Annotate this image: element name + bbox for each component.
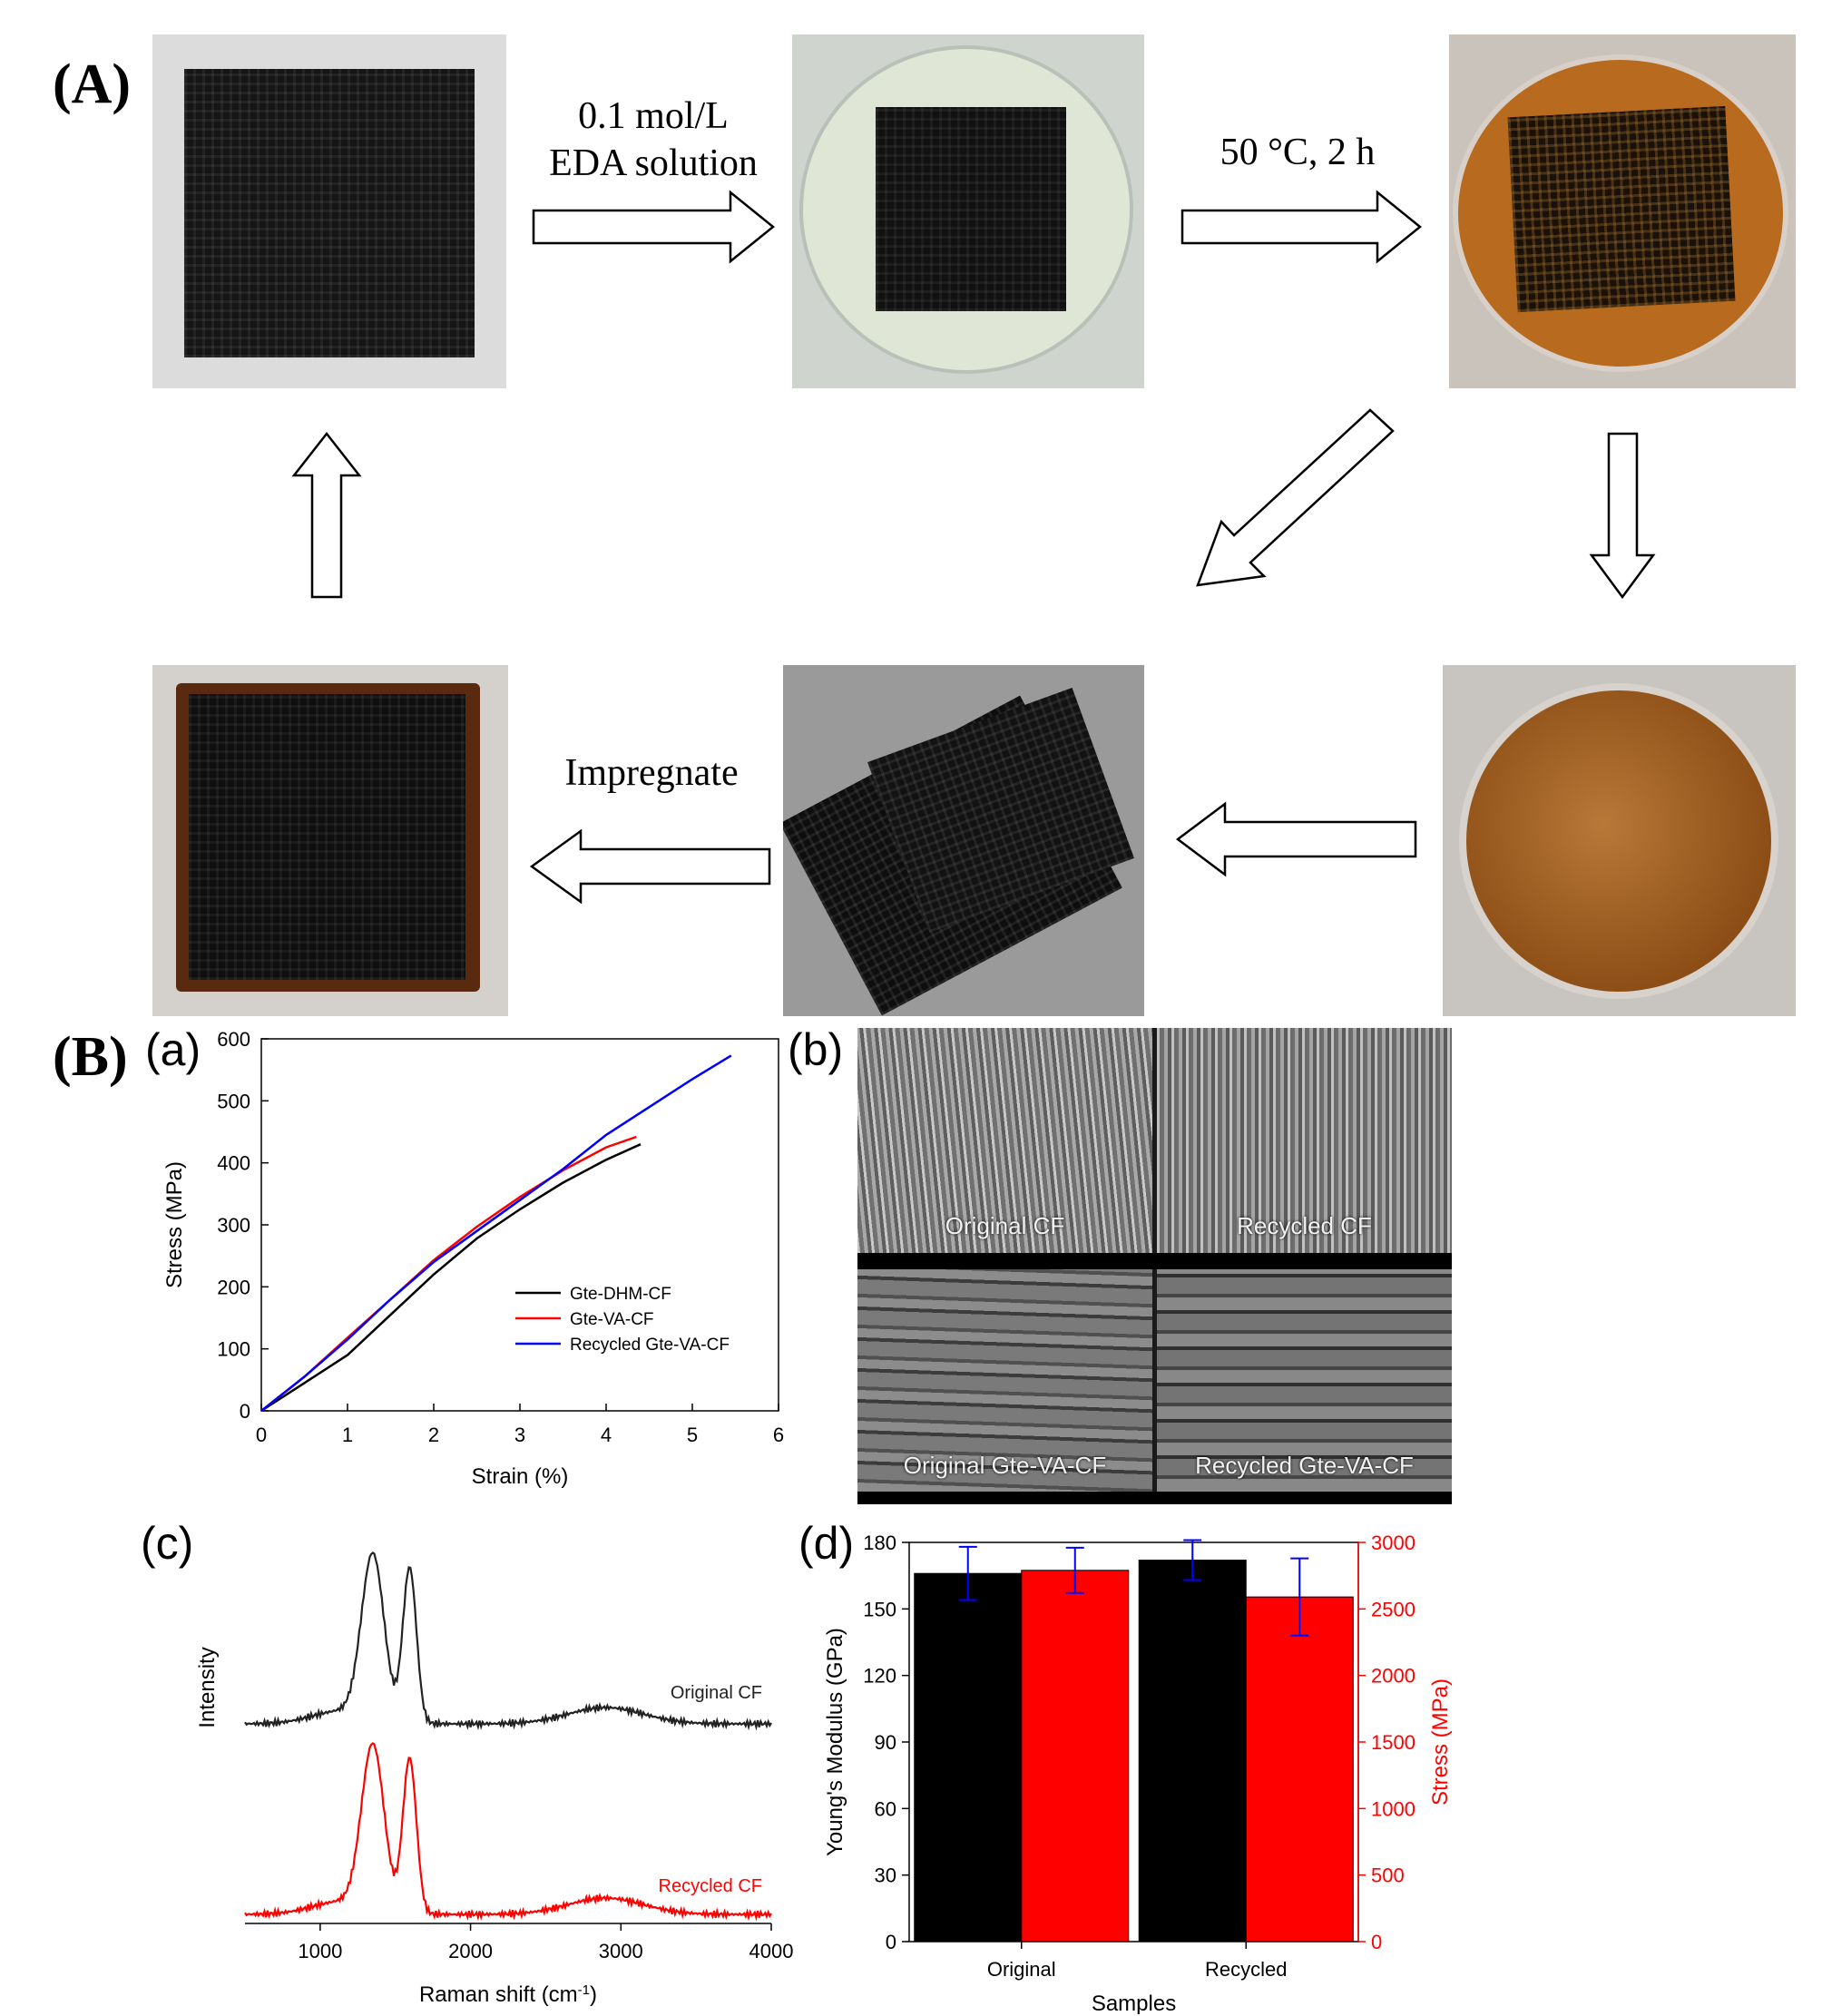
y-right-tick-label: 0 <box>1371 1931 1382 1953</box>
legend-label: Gte-DHM-CF <box>570 1285 671 1304</box>
sem-image-grid <box>857 1028 1452 1504</box>
y-right-axis-label: Stress (MPa) <box>1428 1678 1453 1806</box>
y-left-tick-label: 30 <box>875 1864 896 1887</box>
step-solution-text: 0.1 mol/L EDA solution <box>522 93 785 187</box>
photo-original-fabric <box>152 34 506 388</box>
x-tick-label: Recycled <box>1205 1958 1287 1981</box>
y-tick-label: 300 <box>217 1214 250 1237</box>
y-left-axis-label: Young's Modulus (GPa) <box>823 1628 847 1856</box>
subpanel-b-label: (b) <box>788 1024 844 1075</box>
sem-label-recycled-gte-va-cf: Recycled Gte-VA-CF <box>1195 1452 1414 1479</box>
sem-original-gte-va-cf <box>857 1269 1152 1492</box>
arrow-diagonal-icon <box>1196 408 1395 587</box>
photo-recovered-fibers <box>783 665 1144 1016</box>
x-tick-label: Original <box>987 1958 1056 1981</box>
x-axis-label: Strain (%) <box>472 1464 569 1489</box>
x-tick-label: 1 <box>342 1424 353 1446</box>
y-tick-label: 200 <box>217 1276 250 1298</box>
chart-stress-strain: 0 1 2 3 4 5 6 0 100 200 300 400 500 600 Strain (%) Stre… <box>162 1028 784 1489</box>
plot-frame <box>260 1038 779 1412</box>
photo-dish-eda <box>792 34 1144 388</box>
bar-modulus-Original <box>914 1572 1023 1943</box>
panel-a-label: (A) <box>53 54 132 115</box>
panel-b-label: (B) <box>53 1026 128 1088</box>
raman-series-Recycled CF <box>244 1742 772 1922</box>
sem-label-recycled-cf: Recycled CF <box>1237 1212 1372 1239</box>
legend-label: Recycled Gte-VA-CF <box>570 1336 730 1355</box>
chart-modulus-stress: 0 30 60 90 120 150 180 0 500 1000 1500 2000 2500 3000… <box>823 1532 1453 2014</box>
photo-dissolved-solution <box>1443 665 1796 1016</box>
arrow-left-2-icon <box>529 828 771 905</box>
y-tick-label: 0 <box>240 1400 250 1423</box>
step-solution-line2: EDA solution <box>549 142 758 184</box>
bar-stress-Recycled <box>1245 1596 1354 1943</box>
series-label: Original CF <box>671 1683 762 1703</box>
y-right-tick-label: 2500 <box>1371 1598 1415 1620</box>
y-tick-label: 600 <box>217 1028 250 1051</box>
subpanel-d-label: (d) <box>798 1518 855 1569</box>
process-arrows <box>291 190 1656 905</box>
photo-heated-dish <box>1449 34 1796 388</box>
y-tick-label: 400 <box>217 1152 250 1175</box>
legend-label: Gte-VA-CF <box>570 1310 654 1329</box>
y-right-tick-label: 1000 <box>1371 1797 1415 1820</box>
y-left-tick-label: 60 <box>875 1797 896 1820</box>
y-left-tick-label: 180 <box>863 1532 896 1554</box>
subpanel-c-label: (c) <box>141 1518 194 1569</box>
bar-modulus-Recycled <box>1138 1560 1247 1943</box>
y-tick-label: 500 <box>217 1090 250 1112</box>
sem-recycled-cf <box>1157 1028 1452 1253</box>
x-tick-label: 6 <box>773 1424 784 1446</box>
arrow-up-icon <box>291 431 362 599</box>
x-tick-label: 4000 <box>749 1940 794 1962</box>
chart-raman: 1000 2000 3000 4000 Raman shift (cm-1) Intens… <box>195 1551 794 2008</box>
bar-stress-Original <box>1021 1570 1130 1943</box>
y-right-tick-label: 1500 <box>1371 1731 1415 1754</box>
x-tick-label: 5 <box>687 1424 698 1446</box>
series-line-Recycled Gte-VA-CF <box>260 1054 732 1412</box>
x-tick-label: 0 <box>256 1424 267 1446</box>
x-axis-label: Raman shift (cm-1) <box>419 1982 597 2008</box>
y-left-tick-label: 90 <box>875 1731 896 1754</box>
x-tick-label: 2000 <box>448 1940 493 1962</box>
y-left-tick-label: 0 <box>886 1931 896 1953</box>
y-left-tick-label: 120 <box>863 1665 896 1688</box>
arrow-left-1-icon <box>1175 801 1417 877</box>
y-axis-label: Intensity <box>195 1647 220 1727</box>
y-left-tick-label: 150 <box>863 1598 896 1620</box>
step-condition-text: 50 °C, 2 h <box>1220 132 1376 173</box>
y-tick-label: 100 <box>217 1338 250 1361</box>
y-right-tick-label: 2000 <box>1371 1665 1415 1688</box>
sem-label-original-cf: Original CF <box>945 1212 1065 1239</box>
x-axis-label: Samples <box>1092 1992 1176 2014</box>
sem-label-original-gte-va-cf: Original Gte-VA-CF <box>903 1452 1107 1479</box>
raman-series-Original CF <box>244 1551 772 1731</box>
x-tick-label: 4 <box>601 1424 612 1446</box>
y-axis-label: Stress (MPa) <box>162 1161 187 1288</box>
series-label: Recycled CF <box>659 1876 762 1896</box>
photo-new-composite <box>152 665 508 1016</box>
arrow-down-icon <box>1589 432 1656 600</box>
x-tick-label: 1000 <box>298 1940 342 1962</box>
series-line-Gte-DHM-CF <box>260 1143 642 1413</box>
sem-recycled-gte-va-cf <box>1157 1269 1452 1492</box>
series-line-Gte-VA-CF <box>260 1135 637 1412</box>
x-tick-label: 3000 <box>599 1940 643 1962</box>
sem-original-cf <box>857 1028 1152 1253</box>
x-tick-label: 3 <box>514 1424 525 1446</box>
y-right-tick-label: 3000 <box>1371 1532 1415 1554</box>
x-tick-label: 2 <box>428 1424 439 1446</box>
arrow-right-1-icon <box>532 190 775 264</box>
arrow-right-2-icon <box>1180 190 1422 264</box>
y-right-tick-label: 500 <box>1371 1864 1405 1887</box>
step-solution-line1: 0.1 mol/L <box>578 95 729 137</box>
subpanel-a-label: (a) <box>145 1024 201 1075</box>
step-impregnate-text: Impregnate <box>564 752 739 794</box>
